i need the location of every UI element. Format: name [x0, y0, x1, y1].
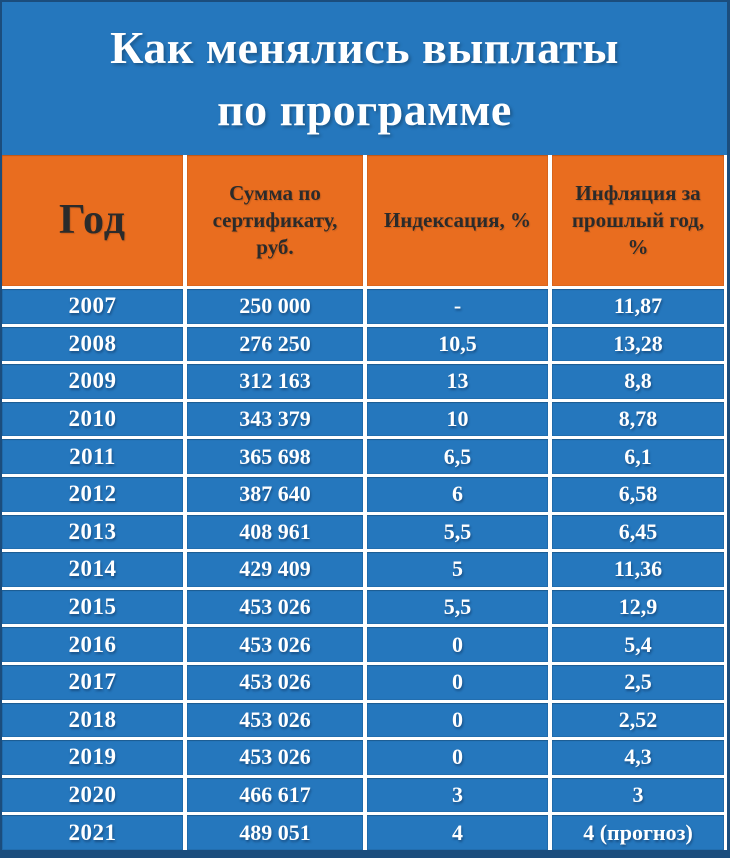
cell-year: 2017: [2, 664, 183, 700]
cell-certificate-sum: 429 409: [187, 552, 363, 587]
column-header-inflation: Инфляция за прошлый год, %: [552, 155, 724, 286]
cell-certificate-sum: 276 250: [187, 326, 363, 362]
cell-indexation: -: [367, 289, 548, 324]
cell-certificate-sum: 365 698: [187, 439, 363, 474]
cell-indexation: 6: [367, 476, 548, 512]
cell-year: 2012: [2, 476, 183, 512]
cell-year: 2008: [2, 326, 183, 362]
cell-certificate-sum: 453 026: [187, 627, 363, 662]
cell-indexation: 10,5: [367, 326, 548, 362]
cell-inflation: 12,9: [552, 589, 724, 625]
cell-certificate-sum: 312 163: [187, 364, 363, 399]
cell-inflation: 3: [552, 777, 724, 813]
column-header-year: Год: [2, 155, 183, 286]
cell-year: 2015: [2, 589, 183, 625]
cell-indexation: 3: [367, 777, 548, 813]
cell-indexation: 0: [367, 702, 548, 738]
cell-inflation: 2,5: [552, 664, 724, 700]
cell-year: 2020: [2, 777, 183, 813]
cell-indexation: 0: [367, 740, 548, 775]
cell-indexation: 10: [367, 401, 548, 437]
cell-inflation: 8,78: [552, 401, 724, 437]
cell-indexation: 5: [367, 552, 548, 587]
cell-certificate-sum: 466 617: [187, 777, 363, 813]
page-title: Как менялись выплаты по программе: [2, 2, 727, 155]
cell-inflation: 4 (прогноз): [552, 815, 724, 850]
cell-certificate-sum: 453 026: [187, 740, 363, 775]
cell-indexation: 5,5: [367, 589, 548, 625]
cell-inflation: 6,1: [552, 439, 724, 474]
cell-indexation: 13: [367, 364, 548, 399]
title-line-1: Как менялись выплаты: [110, 21, 619, 73]
cell-year: 2013: [2, 514, 183, 550]
cell-certificate-sum: 387 640: [187, 476, 363, 512]
cell-year: 2019: [2, 740, 183, 775]
cell-year: 2009: [2, 364, 183, 399]
cell-inflation: 8,8: [552, 364, 724, 399]
cell-indexation: 0: [367, 664, 548, 700]
cell-year: 2016: [2, 627, 183, 662]
cell-indexation: 6,5: [367, 439, 548, 474]
cell-certificate-sum: 489 051: [187, 815, 363, 850]
cell-inflation: 11,36: [552, 552, 724, 587]
cell-certificate-sum: 343 379: [187, 401, 363, 437]
cell-certificate-sum: 453 026: [187, 702, 363, 738]
cell-inflation: 6,45: [552, 514, 724, 550]
cell-inflation: 4,3: [552, 740, 724, 775]
cell-inflation: 6,58: [552, 476, 724, 512]
cell-year: 2007: [2, 289, 183, 324]
cell-indexation: 0: [367, 627, 548, 662]
cell-certificate-sum: 453 026: [187, 589, 363, 625]
cell-year: 2010: [2, 401, 183, 437]
cell-certificate-sum: 250 000: [187, 289, 363, 324]
cell-year: 2011: [2, 439, 183, 474]
cell-inflation: 11,87: [552, 289, 724, 324]
cell-indexation: 4: [367, 815, 548, 850]
cell-year: 2018: [2, 702, 183, 738]
cell-year: 2021: [2, 815, 183, 850]
title-line-2: по программе: [217, 83, 512, 135]
cell-indexation: 5,5: [367, 514, 548, 550]
column-header-indexation: Индексация, %: [367, 155, 548, 286]
cell-certificate-sum: 408 961: [187, 514, 363, 550]
payments-table: Год Сумма по сертификату, руб. Индексаци…: [2, 155, 727, 850]
cell-inflation: 5,4: [552, 627, 724, 662]
column-header-certificate-sum: Сумма по сертификату, руб.: [187, 155, 363, 286]
cell-inflation: 13,28: [552, 326, 724, 362]
cell-year: 2014: [2, 552, 183, 587]
cell-inflation: 2,52: [552, 702, 724, 738]
cell-certificate-sum: 453 026: [187, 664, 363, 700]
